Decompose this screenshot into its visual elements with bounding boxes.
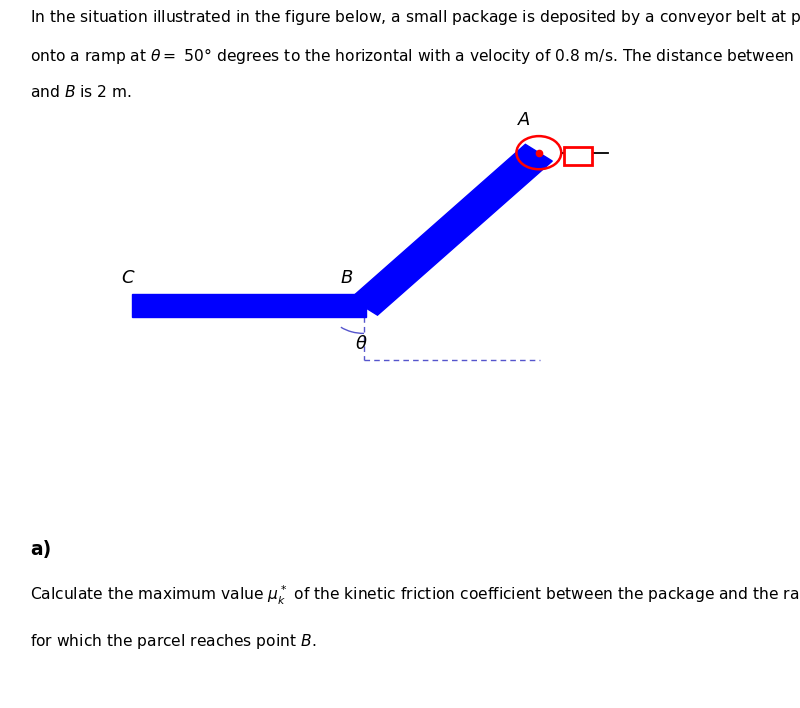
Text: $B$: $B$	[340, 268, 353, 287]
Text: for which the parcel reaches point $B$.: for which the parcel reaches point $B$.	[30, 632, 317, 651]
Text: $\theta$: $\theta$	[355, 335, 368, 353]
Text: In the situation illustrated in the figure below, a small package is deposited b: In the situation illustrated in the figu…	[30, 8, 800, 27]
Polygon shape	[350, 144, 552, 315]
Bar	[564, 147, 592, 164]
Text: onto a ramp at $\theta =$ 50° degrees to the horizontal with a velocity of 0.8 m: onto a ramp at $\theta =$ 50° degrees to…	[30, 46, 800, 66]
Text: $C$: $C$	[121, 268, 135, 287]
Text: Calculate the maximum value $\mu_k^*$ of the kinetic friction coefficient betwee: Calculate the maximum value $\mu_k^*$ of…	[30, 583, 800, 607]
Text: $A$: $A$	[518, 111, 531, 129]
Text: and $B$ is 2 m.: and $B$ is 2 m.	[30, 84, 133, 100]
Polygon shape	[132, 294, 366, 317]
Text: a): a)	[30, 539, 52, 559]
